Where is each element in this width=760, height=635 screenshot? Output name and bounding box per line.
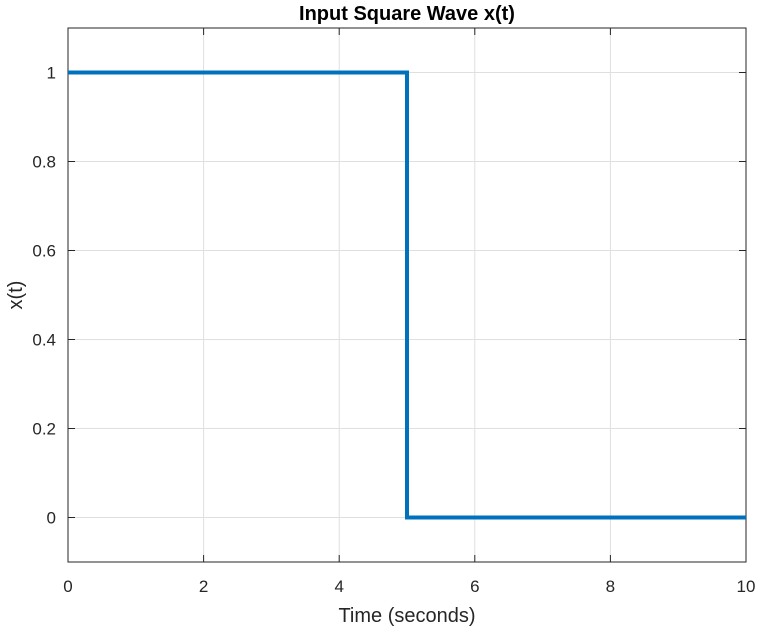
y-axis-title: x(t) — [5, 281, 27, 310]
y-tick-label: 1 — [47, 64, 56, 83]
x-axis-title: Time (seconds) — [338, 605, 475, 627]
series-line — [68, 70, 746, 520]
x-tick-label: 2 — [199, 577, 208, 596]
chart-title: Input Square Wave x(t) — [299, 3, 515, 25]
plot-area — [67, 27, 747, 563]
y-tick-label: 0.6 — [32, 242, 56, 261]
x-tick-label: 4 — [334, 577, 343, 596]
y-tick-label: 0.8 — [32, 153, 56, 172]
y-tick-label: 0.2 — [32, 420, 56, 439]
series-layer — [68, 70, 746, 520]
y-tick-label: 0 — [47, 509, 56, 528]
ticks: 0 2 4 6 8 10 0 0.2 0.4 0.6 0.8 1 — [32, 28, 755, 596]
x-tick-label: 6 — [470, 577, 479, 596]
x-tick-label: 8 — [606, 577, 615, 596]
x-tick-label: 0 — [63, 577, 72, 596]
y-tick-label: 0.4 — [32, 331, 56, 350]
x-tick-label: 10 — [737, 577, 756, 596]
